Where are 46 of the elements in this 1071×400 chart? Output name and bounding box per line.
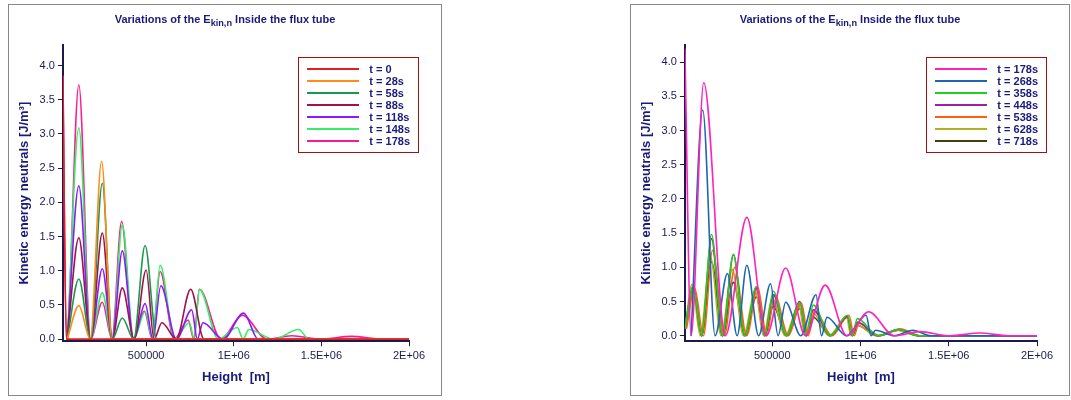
legend-label: t = 358s <box>997 87 1038 99</box>
x-tick-label: 500000 <box>753 348 791 361</box>
y-tick-label: 0.0 <box>661 328 677 341</box>
x-axis-title: Height [m] <box>827 368 895 384</box>
y-tick-label: 2.0 <box>39 195 55 208</box>
chart-title: Variations of the E$_{kin,n}$ Inside the flux tube <box>738 13 962 29</box>
y-tick-label: 4.0 <box>39 58 55 71</box>
legend-label: t = 28s <box>369 75 404 87</box>
y-tick-label: 2.5 <box>39 161 55 174</box>
y-tick-label: 1.0 <box>39 263 55 276</box>
x-tick-label: 2E+06 <box>1020 348 1054 361</box>
x-tick-label: 1.5E+06 <box>928 348 970 361</box>
y-tick-label: 0.0 <box>39 332 55 345</box>
x-tick-label: 2E+06 <box>392 348 426 361</box>
y-tick-label: 2.0 <box>661 191 677 204</box>
legend-label: t = 148s <box>369 123 410 135</box>
y-tick-label: 0.5 <box>39 297 55 310</box>
legend-label: t = 268s <box>997 75 1038 87</box>
legend-label: t = 538s <box>997 111 1038 123</box>
y-tick-label: 2.5 <box>661 157 677 170</box>
legend-label: t = 178s <box>997 63 1038 75</box>
legend-label: t = 178s <box>369 135 410 147</box>
y-tick-label: 3.0 <box>39 126 55 139</box>
legend-label: t = 0 <box>369 63 392 75</box>
y-axis-title: Kinetic energy neutrals [J/m³] <box>16 101 32 285</box>
y-tick-label: 3.5 <box>661 89 677 102</box>
y-tick-label: 0.5 <box>661 294 677 307</box>
legend-label: t = 628s <box>997 123 1038 135</box>
x-tick-label: 1.5E+06 <box>300 348 343 361</box>
x-tick-label: 1E+06 <box>217 348 250 361</box>
legend-label: t = 118s <box>369 111 410 123</box>
y-tick-label: 4.0 <box>661 55 677 68</box>
y-tick-label: 1.5 <box>39 229 55 242</box>
y-tick-label: 1.0 <box>661 260 677 273</box>
legend-label: t = 88s <box>369 99 404 111</box>
y-tick-label: 1.5 <box>661 226 677 239</box>
legend-label: t = 58s <box>369 87 404 99</box>
y-tick-label: 3.0 <box>661 123 677 136</box>
x-axis-title: Height [m] <box>202 368 270 384</box>
legend-label: t = 448s <box>997 99 1038 111</box>
chart-title: Variations of the E$_{kin,n}$ Inside the flux tube <box>113 13 337 29</box>
y-axis-title: Kinetic energy neutrals [J/m³] <box>638 101 654 285</box>
x-tick-label: 1E+06 <box>844 348 877 361</box>
x-tick-label: 500000 <box>127 348 165 361</box>
y-tick-label: 3.5 <box>39 92 55 105</box>
legend-label: t = 718s <box>997 135 1038 147</box>
